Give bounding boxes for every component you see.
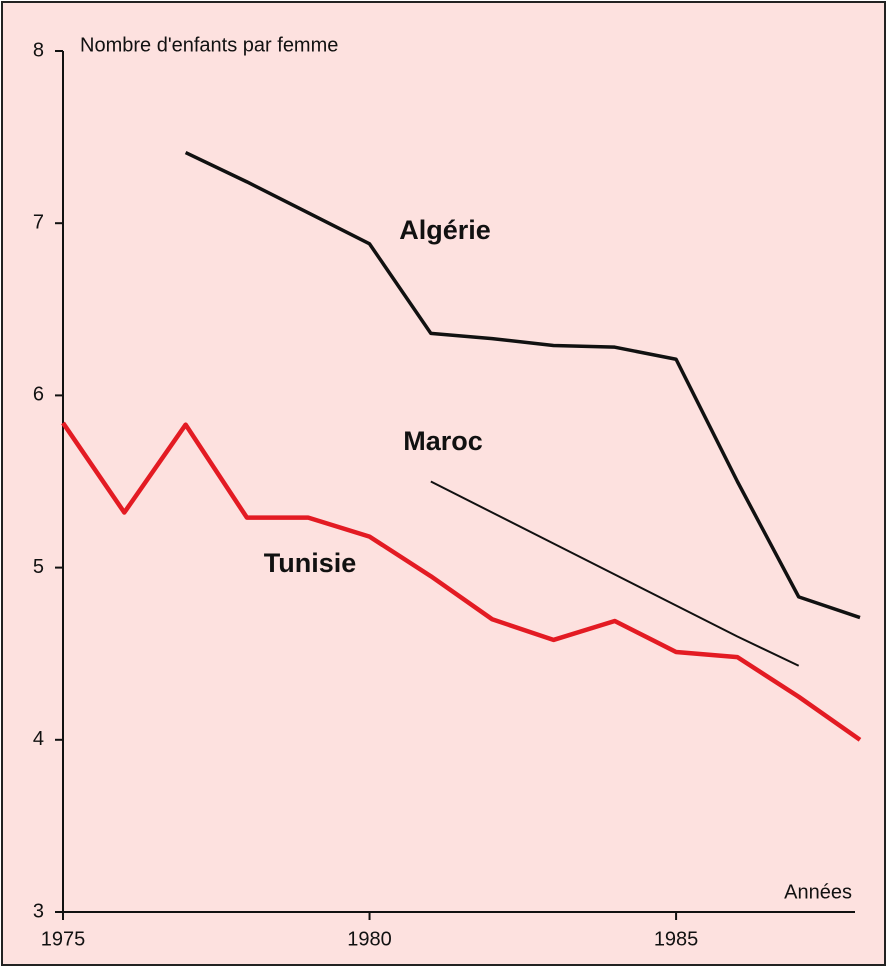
chart-title: Nombre d'enfants par femme (80, 34, 338, 56)
line-series (61, 421, 862, 742)
y-tick-label: 5 (33, 556, 44, 578)
series-label: Algérie (399, 215, 491, 245)
series-label: Tunisie (264, 548, 357, 578)
series-label: Maroc (403, 426, 483, 456)
line-series (184, 151, 861, 620)
y-tick-label: 3 (33, 900, 44, 922)
line-series (430, 480, 800, 667)
x-axis-label: Années (784, 881, 852, 903)
y-tick-label: 6 (33, 384, 44, 406)
y-tick-label: 4 (33, 728, 44, 750)
x-tick-label: 1985 (654, 928, 699, 950)
x-tick-label: 1980 (347, 928, 392, 950)
y-tick-label: 8 (33, 39, 44, 61)
y-tick-label: 7 (33, 211, 44, 233)
x-tick-label: 1975 (41, 928, 86, 950)
